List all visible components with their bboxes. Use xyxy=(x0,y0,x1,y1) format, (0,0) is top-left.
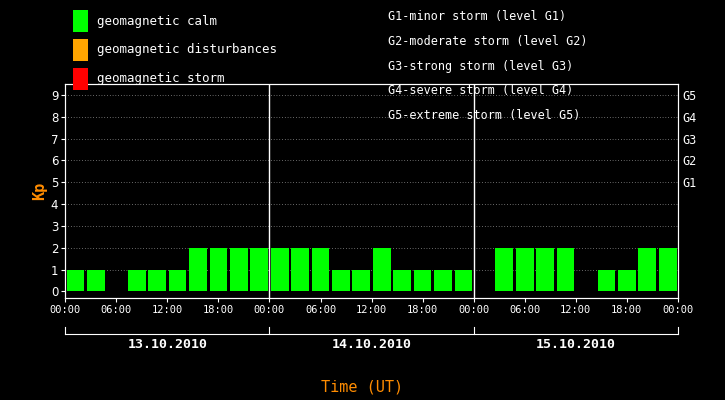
Text: G1-minor storm (level G1): G1-minor storm (level G1) xyxy=(388,10,566,23)
Bar xyxy=(67,270,84,292)
Bar xyxy=(455,270,473,292)
Text: 14.10.2010: 14.10.2010 xyxy=(331,338,412,351)
Text: G4-severe storm (level G4): G4-severe storm (level G4) xyxy=(388,84,573,98)
Text: geomagnetic calm: geomagnetic calm xyxy=(97,14,218,28)
Bar xyxy=(557,248,574,292)
Text: 15.10.2010: 15.10.2010 xyxy=(536,338,616,351)
Bar xyxy=(373,248,391,292)
Bar xyxy=(189,248,207,292)
Bar xyxy=(495,248,513,292)
Y-axis label: Kp: Kp xyxy=(32,182,46,200)
Bar xyxy=(312,248,329,292)
Text: G2-moderate storm (level G2): G2-moderate storm (level G2) xyxy=(388,35,587,48)
Bar xyxy=(332,270,350,292)
Bar xyxy=(148,270,166,292)
Bar xyxy=(393,270,411,292)
Bar xyxy=(230,248,248,292)
Bar xyxy=(87,270,105,292)
Bar xyxy=(638,248,656,292)
Bar xyxy=(270,248,289,292)
Bar xyxy=(210,248,228,292)
Bar xyxy=(434,270,452,292)
Bar xyxy=(169,270,186,292)
Bar xyxy=(536,248,554,292)
Bar xyxy=(597,270,616,292)
Bar xyxy=(128,270,146,292)
Bar xyxy=(250,248,268,292)
Text: geomagnetic disturbances: geomagnetic disturbances xyxy=(97,43,277,56)
Bar xyxy=(618,270,636,292)
Text: Time (UT): Time (UT) xyxy=(321,379,404,394)
Bar xyxy=(515,248,534,292)
Bar xyxy=(352,270,370,292)
Text: geomagnetic storm: geomagnetic storm xyxy=(97,72,225,85)
Bar xyxy=(291,248,309,292)
Text: 13.10.2010: 13.10.2010 xyxy=(128,338,207,351)
Bar xyxy=(414,270,431,292)
Bar xyxy=(659,248,676,292)
Text: G3-strong storm (level G3): G3-strong storm (level G3) xyxy=(388,60,573,73)
Text: G5-extreme storm (level G5): G5-extreme storm (level G5) xyxy=(388,109,580,122)
